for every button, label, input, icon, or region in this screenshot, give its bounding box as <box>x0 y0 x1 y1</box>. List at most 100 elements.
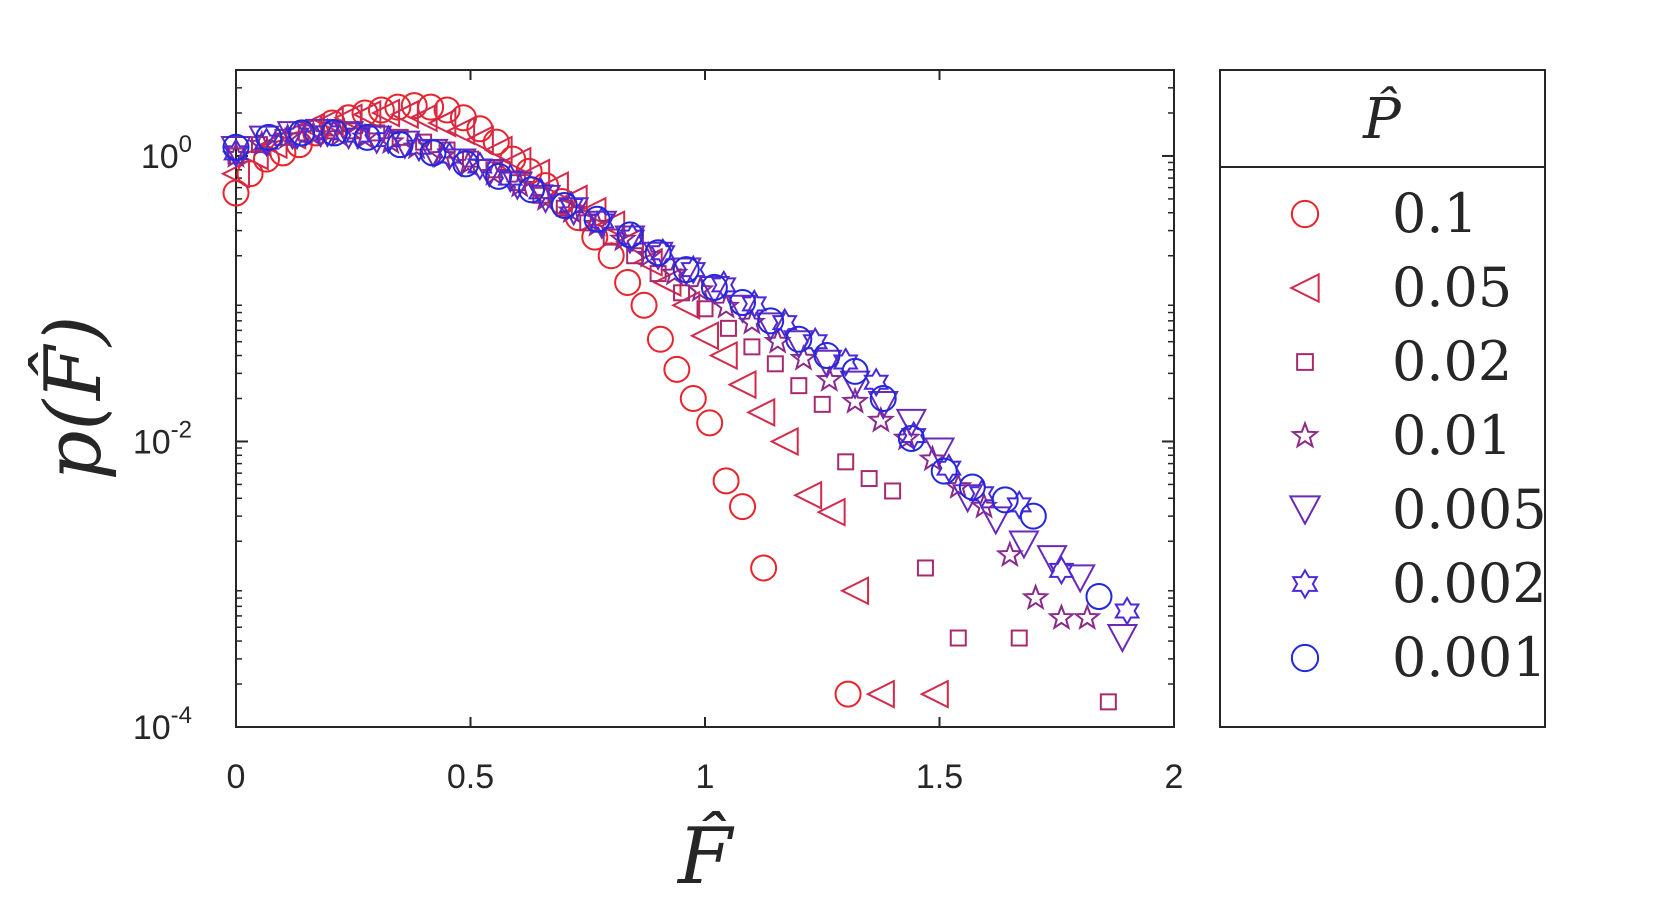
data-point <box>949 629 967 647</box>
data-point <box>689 321 719 351</box>
data-point <box>711 291 741 319</box>
data-point <box>746 397 776 427</box>
data-point <box>991 486 1019 514</box>
data-point <box>370 98 401 128</box>
data-point <box>995 540 1025 568</box>
legend-marker <box>1290 199 1320 229</box>
data-point <box>832 347 859 378</box>
legend-label: 0.02 <box>1392 330 1512 393</box>
series-0.001 <box>222 119 1113 611</box>
data-point <box>700 273 728 301</box>
data-point <box>497 163 524 194</box>
data-point <box>555 199 573 217</box>
data-point <box>501 171 534 201</box>
data-point <box>839 576 870 606</box>
data-point <box>352 99 382 130</box>
data-point <box>433 96 461 124</box>
data-point <box>255 123 283 151</box>
data-point <box>919 679 949 709</box>
legend-marker <box>1296 353 1314 371</box>
data-point <box>1106 624 1139 654</box>
data-point <box>710 269 737 300</box>
data-point <box>288 119 316 147</box>
data-point <box>517 176 545 204</box>
data-point <box>579 214 597 232</box>
data-point <box>757 307 785 335</box>
series-0.002 <box>223 117 1141 626</box>
data-point <box>696 300 714 318</box>
data-point <box>837 453 855 471</box>
data-point <box>673 284 691 302</box>
data-point <box>813 395 831 413</box>
data-point <box>649 237 676 268</box>
data-point <box>642 241 674 271</box>
data-point <box>602 228 620 246</box>
data-point <box>671 290 701 320</box>
data-point <box>769 426 799 457</box>
x-tick-label: 0.5 <box>447 758 494 796</box>
y-minor-ticks <box>236 69 1174 685</box>
data-point <box>792 480 823 510</box>
data-point <box>361 125 393 155</box>
series-layer <box>220 92 1141 711</box>
data-point <box>1021 583 1050 611</box>
y-tick-exponent: -2 <box>171 416 192 443</box>
data-point <box>367 96 395 124</box>
data-point <box>834 680 862 708</box>
data-point <box>860 470 878 488</box>
data-point <box>619 222 646 253</box>
data-point <box>816 497 846 527</box>
legend: P̂ 0.1 0.05 0.02 0.01 0.005 0.002 0.001 <box>1219 69 1547 728</box>
x-ticks: 0 0.5 1 1.5 2 <box>227 70 1183 796</box>
data-point <box>375 124 402 155</box>
data-point <box>863 367 890 398</box>
data-point <box>867 391 899 421</box>
data-point <box>785 325 813 353</box>
data-point <box>614 268 642 296</box>
data-point <box>1048 555 1075 586</box>
legend-marker <box>1291 568 1319 600</box>
data-point <box>897 424 925 452</box>
data-point <box>866 405 896 433</box>
data-point <box>712 467 740 495</box>
data-point <box>616 221 644 249</box>
data-point <box>1036 545 1068 575</box>
data-point <box>686 275 715 303</box>
legend-entry: 0.1 <box>1290 182 1478 245</box>
y-tick-label: 10-2 <box>133 416 192 461</box>
data-point <box>968 478 995 509</box>
y-tick-exponent: -4 <box>171 702 192 729</box>
data-point <box>353 123 381 151</box>
data-point <box>741 288 768 319</box>
data-point <box>1085 583 1113 611</box>
data-point <box>527 176 554 207</box>
data-point <box>680 254 707 285</box>
data-point <box>719 319 737 337</box>
data-point <box>464 125 494 155</box>
legend-label: 0.1 <box>1392 182 1478 245</box>
data-point <box>502 146 532 176</box>
legend-box <box>1219 69 1546 728</box>
data-point <box>466 151 493 182</box>
data-point <box>386 131 414 159</box>
data-point <box>597 242 625 270</box>
data-point <box>483 135 513 165</box>
data-point <box>918 444 947 472</box>
y-tick-exponent: 0 <box>179 131 192 158</box>
data-point <box>696 409 724 437</box>
data-point <box>558 190 585 221</box>
data-point <box>660 258 689 286</box>
data-point <box>754 312 787 342</box>
data-point <box>750 554 778 582</box>
x-axis-label-group: F̂ <box>676 810 735 902</box>
data-point <box>320 119 348 147</box>
data-point <box>539 170 569 201</box>
data-point <box>1073 603 1102 631</box>
data-point <box>520 158 551 188</box>
data-point <box>644 239 672 267</box>
legend-entry: 0.001 <box>1290 626 1547 689</box>
x-tick-label: 1.5 <box>916 758 963 796</box>
data-point <box>789 343 818 371</box>
data-point <box>708 340 738 371</box>
data-point <box>419 139 447 167</box>
